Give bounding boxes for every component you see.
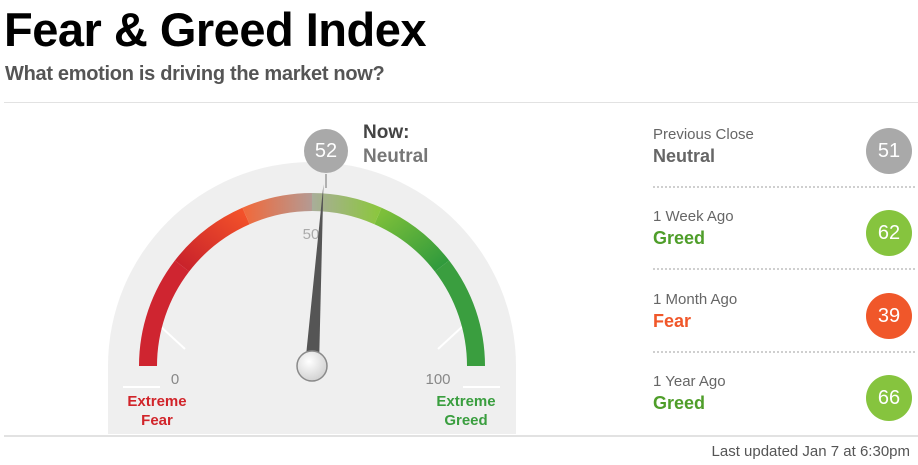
last-updated: Last updated Jan 7 at 6:30pm (711, 443, 910, 460)
history-value-label: Greed (653, 228, 706, 248)
gauge-segment-extreme-greed (434, 260, 485, 367)
history-score-bubble: 39 (866, 293, 912, 339)
gauge-mid-label: 50 (303, 226, 320, 243)
gauge-ticks (123, 325, 500, 388)
history-label: Previous Close (653, 126, 754, 143)
extreme-fear-caption-line1: Extreme (127, 393, 186, 410)
gauge-segment-neutral-right (311, 193, 382, 225)
extreme-greed-caption-line1: Extreme (436, 393, 495, 410)
gauge-needle (305, 184, 324, 367)
history-value-label: Neutral (653, 146, 716, 166)
history-value-label: Fear (653, 311, 692, 331)
history-1-year-ago: 1 Year Ago Greed 66 (653, 373, 913, 433)
now-label: Now: (363, 122, 410, 143)
gauge-svg: 50 0 100 Extreme Fear Extreme Greed (108, 162, 516, 434)
history-label: 1 Week Ago (653, 208, 734, 225)
history-previous-close: Previous Close Neutral 51 (653, 126, 913, 186)
footer-divider (4, 435, 918, 437)
gauge-segment-extreme-fear (139, 260, 190, 367)
gauge-min-label: 0 (171, 371, 179, 388)
gauge-segment-fear (174, 207, 250, 272)
history-score-bubble: 51 (866, 128, 912, 174)
now-value: Neutral (363, 146, 429, 167)
history-divider (653, 268, 915, 270)
history-value-label: Greed (653, 393, 706, 413)
history-label: 1 Year Ago (653, 373, 726, 390)
extreme-fear-caption-line2: Fear (141, 412, 173, 429)
history-score-bubble: 66 (866, 375, 912, 421)
now-score-bubble: 52 (304, 129, 348, 173)
page-subtitle: What emotion is driving the market now? (5, 63, 385, 85)
extreme-greed-caption-line2: Greed (444, 412, 487, 429)
gauge-needle-hub (296, 350, 328, 382)
page-title: Fear & Greed Index (4, 3, 427, 56)
fear-greed-gauge: 50 0 100 Extreme Fear Extreme Greed (0, 104, 630, 434)
gauge-segment-greed (374, 207, 450, 272)
gauge-max-label: 100 (425, 371, 450, 388)
header-divider (4, 102, 918, 103)
history-divider (653, 351, 915, 353)
history-1-week-ago: 1 Week Ago Greed 62 (653, 208, 913, 268)
history-label: 1 Month Ago (653, 291, 738, 308)
gauge-segment-neutral-left (242, 193, 313, 225)
history-1-month-ago: 1 Month Ago Fear 39 (653, 291, 913, 351)
history-score-bubble: 62 (866, 210, 912, 256)
history-divider (653, 186, 915, 188)
